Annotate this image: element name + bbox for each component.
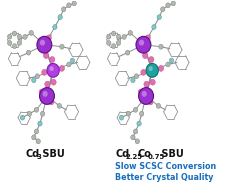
Circle shape <box>106 40 111 45</box>
Circle shape <box>67 3 71 8</box>
Circle shape <box>61 7 66 12</box>
Circle shape <box>160 7 164 12</box>
Text: Cd: Cd <box>26 149 40 159</box>
Circle shape <box>143 81 148 87</box>
Circle shape <box>12 31 17 36</box>
Circle shape <box>138 40 143 46</box>
Text: Co: Co <box>137 149 151 159</box>
Circle shape <box>26 50 31 55</box>
Circle shape <box>20 115 25 120</box>
Circle shape <box>155 103 160 108</box>
Circle shape <box>47 64 59 77</box>
Circle shape <box>42 69 47 75</box>
Circle shape <box>57 103 61 108</box>
Circle shape <box>158 44 163 49</box>
Circle shape <box>130 78 135 83</box>
Circle shape <box>121 34 126 39</box>
Text: Slow SCSC Conversion: Slow SCSC Conversion <box>115 162 216 171</box>
Circle shape <box>130 135 135 140</box>
Text: 2.25: 2.25 <box>125 154 142 160</box>
Circle shape <box>148 57 153 63</box>
Text: SBU: SBU <box>39 149 64 159</box>
Circle shape <box>138 89 143 95</box>
Circle shape <box>141 91 146 97</box>
Circle shape <box>7 34 12 39</box>
Circle shape <box>36 139 40 144</box>
Circle shape <box>39 89 44 95</box>
Circle shape <box>44 81 50 87</box>
Circle shape <box>40 111 44 116</box>
Circle shape <box>67 62 71 67</box>
Circle shape <box>134 74 138 79</box>
Circle shape <box>140 69 146 75</box>
Circle shape <box>147 99 152 105</box>
Circle shape <box>156 15 161 20</box>
Text: SBU: SBU <box>158 149 183 159</box>
Circle shape <box>151 25 155 29</box>
Circle shape <box>38 121 42 126</box>
Circle shape <box>148 66 152 71</box>
Circle shape <box>34 107 39 112</box>
Circle shape <box>126 111 130 116</box>
Circle shape <box>49 66 54 71</box>
Circle shape <box>32 78 36 83</box>
Circle shape <box>149 79 155 85</box>
Circle shape <box>37 36 52 53</box>
Circle shape <box>29 30 33 35</box>
Circle shape <box>17 34 22 39</box>
Circle shape <box>170 1 175 6</box>
Circle shape <box>142 53 147 59</box>
Circle shape <box>119 115 123 120</box>
Circle shape <box>12 44 17 49</box>
Circle shape <box>111 44 115 49</box>
Circle shape <box>139 111 143 116</box>
Circle shape <box>27 111 32 116</box>
Circle shape <box>72 1 76 6</box>
Circle shape <box>23 34 27 39</box>
Circle shape <box>46 35 51 41</box>
Circle shape <box>106 34 111 39</box>
Circle shape <box>51 79 56 85</box>
Circle shape <box>145 35 150 41</box>
Circle shape <box>52 25 57 29</box>
Circle shape <box>58 15 62 20</box>
Circle shape <box>169 58 173 63</box>
Circle shape <box>165 62 169 67</box>
Circle shape <box>165 3 169 8</box>
Circle shape <box>128 30 132 35</box>
Text: Cd: Cd <box>115 149 129 159</box>
Circle shape <box>133 129 137 134</box>
Circle shape <box>35 74 39 79</box>
Circle shape <box>116 34 120 39</box>
Circle shape <box>146 64 158 77</box>
Circle shape <box>116 40 120 45</box>
Circle shape <box>59 44 64 49</box>
Circle shape <box>40 40 45 46</box>
Circle shape <box>133 107 137 112</box>
Text: 0.75: 0.75 <box>147 154 164 160</box>
Circle shape <box>34 129 39 134</box>
Circle shape <box>32 135 36 140</box>
Circle shape <box>135 139 139 144</box>
Text: Better Crystal Quality: Better Crystal Quality <box>115 173 213 182</box>
Circle shape <box>39 88 54 104</box>
Circle shape <box>59 65 64 71</box>
Circle shape <box>136 121 141 126</box>
Circle shape <box>138 88 153 104</box>
Circle shape <box>135 36 150 53</box>
Circle shape <box>43 53 49 59</box>
Circle shape <box>42 91 47 97</box>
Circle shape <box>49 99 54 105</box>
Circle shape <box>111 31 115 36</box>
Circle shape <box>125 50 129 55</box>
Circle shape <box>70 58 74 63</box>
Circle shape <box>17 40 22 45</box>
Circle shape <box>158 65 163 71</box>
Text: 3: 3 <box>36 154 41 160</box>
Circle shape <box>49 57 55 63</box>
Circle shape <box>7 40 12 45</box>
